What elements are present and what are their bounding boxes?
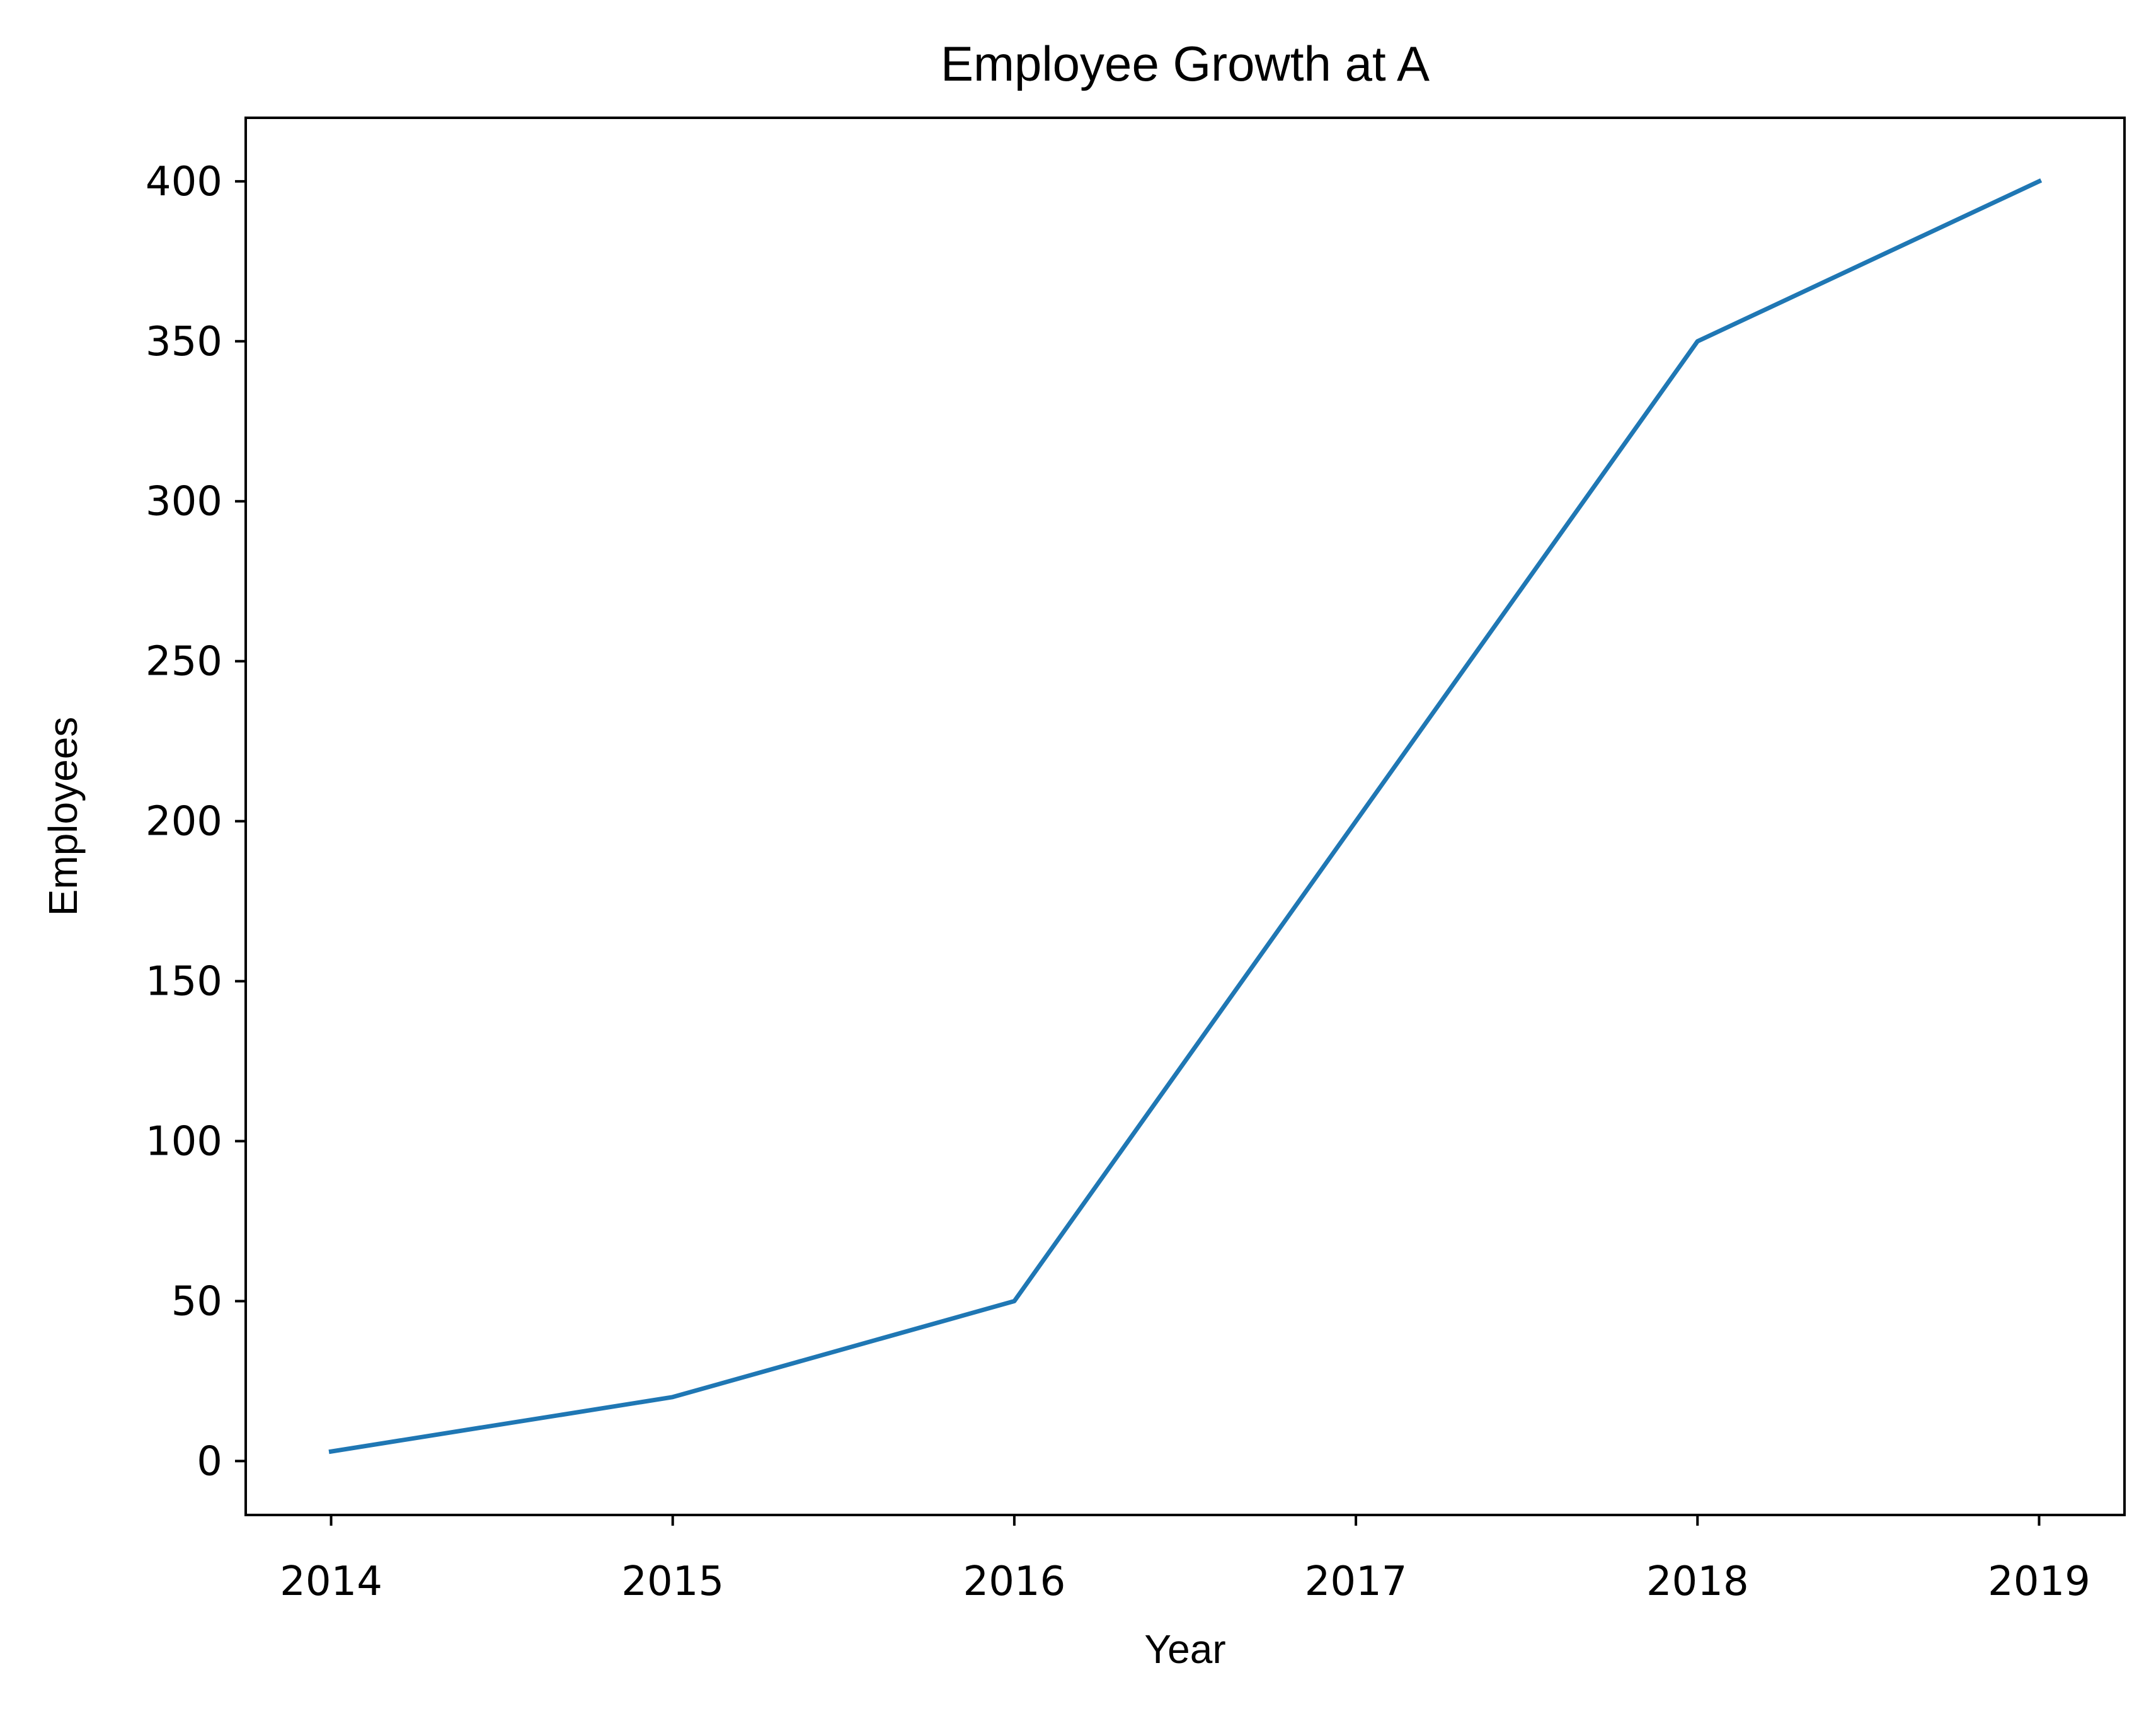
- y-axis: 0 50 100 150 200 250 300 350 400: [146, 159, 246, 1485]
- x-tick-label: 2014: [280, 1558, 382, 1605]
- x-tick-label: 2017: [1305, 1558, 1408, 1605]
- y-tick-label: 300: [146, 479, 222, 525]
- series-layer: [328, 178, 2043, 1455]
- x-tick-label: 2015: [621, 1558, 724, 1605]
- y-tick-label: 100: [146, 1119, 222, 1165]
- y-tick-label: 350: [146, 319, 222, 365]
- y-tick-label: 400: [146, 159, 222, 205]
- y-tick-label: 0: [197, 1438, 222, 1485]
- y-tick-label: 50: [171, 1278, 222, 1325]
- chart-title: Employee Growth at A: [941, 36, 1430, 91]
- x-tick-label: 2016: [963, 1558, 1065, 1605]
- y-tick-label: 150: [146, 959, 222, 1005]
- x-axis-label: Year: [1144, 1626, 1225, 1672]
- plot-frame: [244, 117, 2126, 1516]
- y-tick-label: 250: [146, 639, 222, 685]
- x-tick-label: 2018: [1646, 1558, 1749, 1605]
- y-axis-label: Employees: [40, 717, 86, 917]
- y-tick-label: 200: [146, 799, 222, 845]
- series-line: [328, 178, 2043, 1455]
- x-tick-label: 2019: [1988, 1558, 2090, 1605]
- x-axis: 2014 2015 2016 2017 2018 2019: [280, 1515, 2090, 1605]
